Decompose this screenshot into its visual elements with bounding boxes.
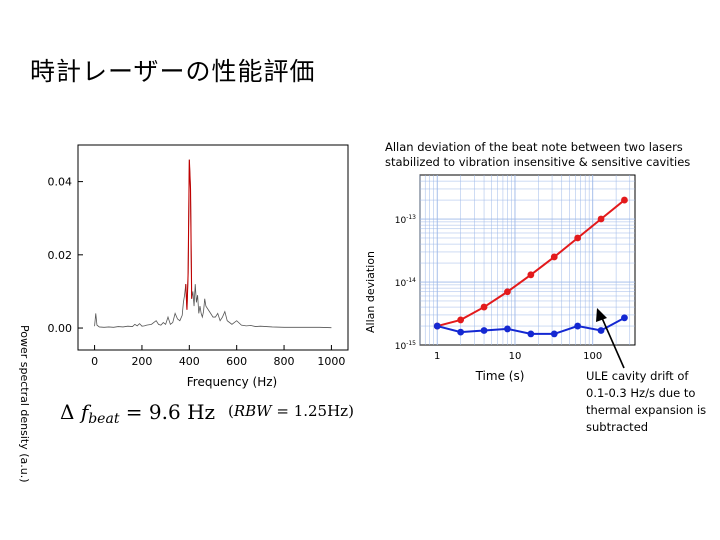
allan-blue-point — [550, 330, 558, 338]
allan-red-point — [504, 288, 511, 296]
ule-note-line1: ULE cavity drift of — [586, 369, 689, 383]
rbw-note: (RBW = 1.25Hz) — [228, 402, 354, 420]
allan-x-axis: 1 10 100 — [434, 351, 602, 362]
allan-red-point — [527, 271, 535, 279]
spectrum-series — [94, 159, 332, 329]
formula-f: f — [80, 400, 89, 424]
formula-delta: Δ — [60, 400, 81, 424]
ule-note-line2: 0.1-0.3 Hz/s due to — [586, 386, 696, 400]
rbw-open: ( — [228, 402, 234, 420]
spectrum-y-axis: 0.00 0.02 0.04 — [48, 176, 83, 335]
allan-caption: Allan deviation of the beat note between… — [385, 140, 690, 170]
allan-blue-point — [457, 328, 465, 336]
ule-note-line4: subtracted — [586, 420, 649, 434]
annotation-arrow — [596, 308, 625, 369]
allan-blue-point — [574, 322, 582, 330]
spectrum-x-tick-label: 800 — [274, 355, 295, 368]
rbw-value: = 1.25Hz) — [271, 402, 354, 420]
arrow-shaft — [601, 317, 625, 369]
spectrum-x-tick-label: 0 — [91, 355, 98, 368]
allan-blue-point — [433, 322, 441, 330]
allan-red-point — [597, 215, 605, 223]
allan-y-tick-label: 10-14 — [395, 277, 416, 289]
allan-x-tick-label: 100 — [583, 351, 602, 362]
formula-subscript: beat — [88, 411, 120, 427]
spectrum-y-tick-label: 0.04 — [48, 176, 73, 189]
allan-x-tick-label: 1 — [434, 351, 440, 362]
spectrum-x-tick-label: 200 — [131, 355, 152, 368]
allan-blue-point — [597, 327, 605, 334]
allan-blue-point — [480, 327, 488, 334]
slide-title: 時計レーザーの性能評価 — [30, 57, 316, 86]
allan-x-tick-label: 10 — [509, 351, 522, 362]
spectrum-x-tick-label: 400 — [179, 355, 200, 368]
allan-y-label-text: Allan deviation — [364, 251, 377, 333]
allan-x-label: Time (s) — [475, 369, 525, 383]
allan-blue-point — [504, 325, 511, 333]
spectrum-peak-line — [185, 159, 193, 310]
allan-caption-line2: stabilized to vibration insensitive & se… — [385, 155, 691, 169]
allan-red-point — [550, 253, 558, 261]
spectrum-y-tick-label: 0.00 — [48, 322, 73, 335]
allan-y-label: Allan deviation — [364, 251, 377, 333]
allan-series — [433, 196, 628, 338]
allan-blue-point — [527, 330, 535, 338]
spectrum-y-label-text: Power spectral density (a.u.) — [18, 325, 31, 483]
allan-red-point — [621, 196, 628, 204]
formula-value: = 9.6 Hz — [119, 400, 216, 424]
allan-blue-point — [621, 314, 628, 322]
beat-linewidth-formula: Δ fbeat = 9.6 Hz — [60, 400, 215, 427]
allan-chart: 1 10 100 10-15 10-14 10-13 Time (s) Allan de… — [364, 174, 636, 383]
allan-y-tick-label: 10-15 — [395, 340, 416, 352]
arrow-head — [596, 308, 607, 322]
spectrum-x-axis: 0 200 400 600 800 1000 — [91, 345, 345, 368]
spectrum-x-tick-label: 600 — [226, 355, 247, 368]
spectrum-chart: 0 200 400 600 800 1000 0.00 0.02 0.04 Frequency… — [18, 144, 349, 483]
spectrum-frame — [77, 144, 349, 351]
allan-caption-line1: Allan deviation of the beat note between… — [385, 140, 683, 154]
spectrum-y-label: Power spectral density (a.u.) — [18, 325, 31, 483]
spectrum-x-label: Frequency (Hz) — [187, 375, 278, 389]
allan-y-tick-label: 10-13 — [395, 214, 416, 226]
allan-red-point — [457, 316, 465, 324]
ule-note-line3: thermal expansion is — [586, 403, 707, 417]
allan-y-axis: 10-15 10-14 10-13 — [395, 214, 416, 352]
allan-red-point — [480, 303, 488, 311]
spectrum-y-tick-label: 0.02 — [48, 249, 73, 262]
spectrum-x-tick-label: 1000 — [317, 355, 345, 368]
ule-note: ULE cavity drift of 0.1-0.3 Hz/s due to … — [586, 368, 706, 436]
rbw-label: RBW — [233, 402, 272, 420]
allan-red-point — [574, 234, 582, 242]
